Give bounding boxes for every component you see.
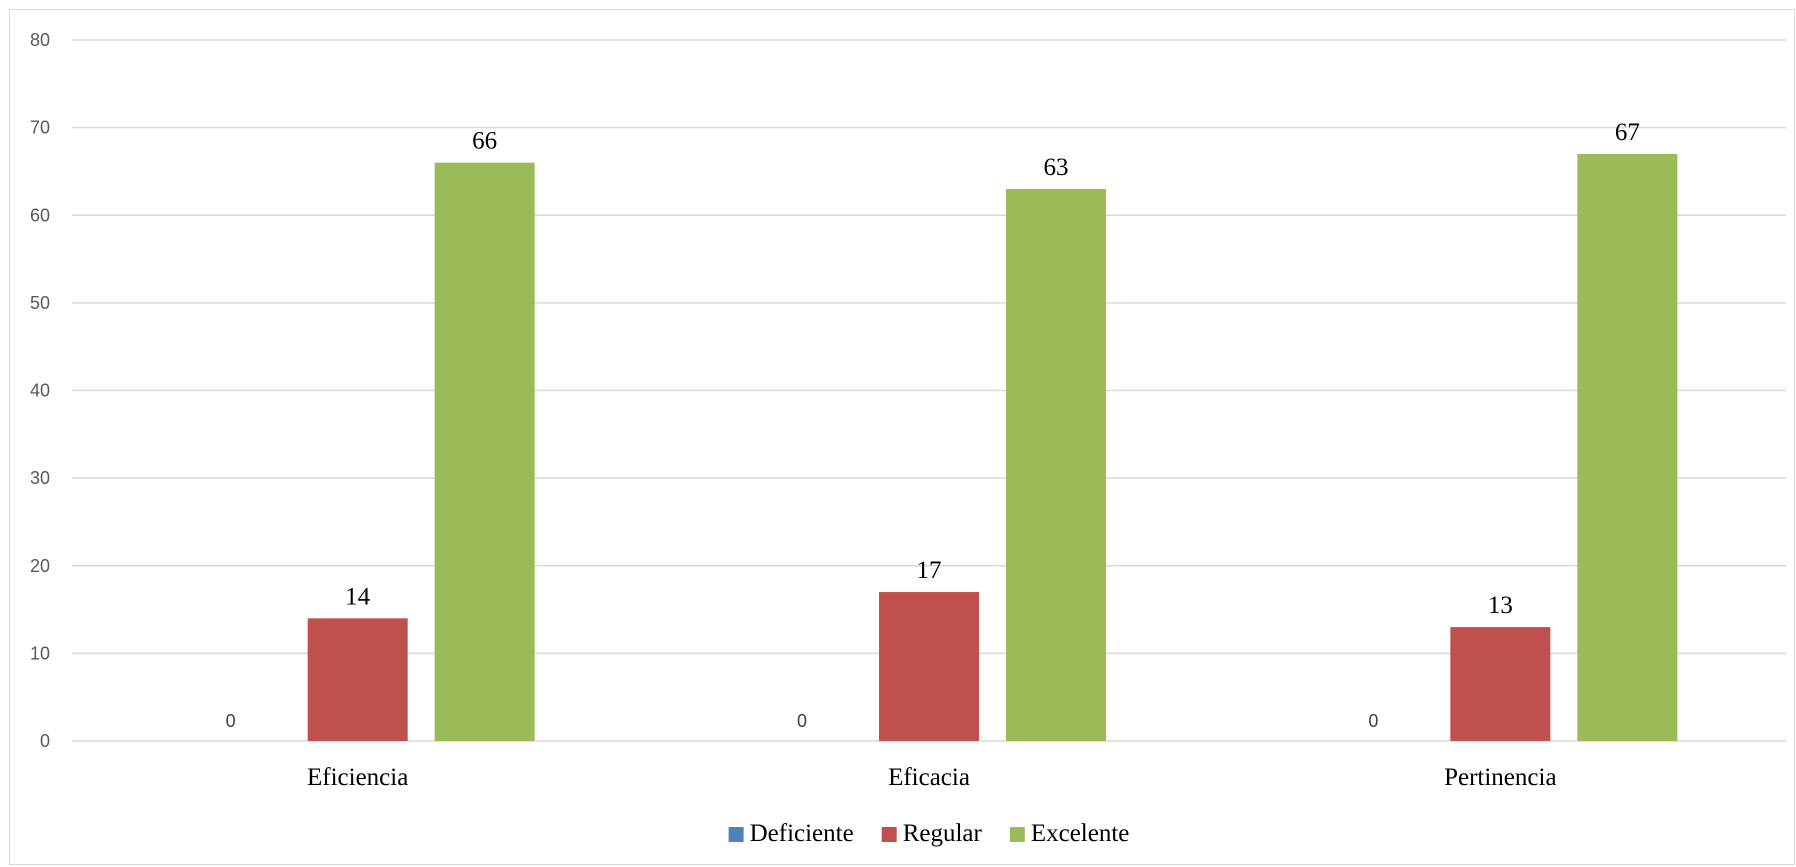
bar-excelente-pertinencia [1577, 153, 1678, 742]
data-label: 67 [1615, 119, 1640, 146]
y-tick-label: 10 [30, 643, 50, 663]
legend-swatch-deficiente [728, 827, 744, 842]
data-label: 14 [345, 583, 371, 610]
legend-swatch-excelente [1009, 827, 1025, 842]
legend-label: Excelente [1031, 820, 1130, 847]
y-tick-label: 80 [30, 30, 50, 50]
y-tick-label: 60 [30, 205, 50, 225]
y-tick-label: 70 [30, 118, 50, 138]
legend-label: Regular [903, 820, 983, 847]
bar-excelente-eficiencia [434, 162, 535, 742]
data-label: 0 [797, 711, 807, 731]
y-tick-label: 0 [40, 731, 50, 751]
data-label: 0 [226, 711, 236, 731]
bar-excelente-eficacia [1006, 188, 1106, 741]
x-tick-label: Eficacia [888, 764, 970, 791]
bar-regular-eficacia [879, 592, 979, 741]
x-tick-label: Pertinencia [1444, 764, 1556, 791]
legend-label: Deficiente [750, 820, 854, 847]
data-label: 0 [1368, 711, 1378, 731]
x-tick-label: Eficiencia [307, 764, 408, 791]
y-tick-label: 40 [30, 381, 50, 401]
legend-swatch-regular [881, 827, 897, 842]
y-tick-label: 20 [30, 556, 50, 576]
data-label: 66 [472, 128, 497, 155]
y-tick-label: 30 [30, 468, 50, 488]
bar-regular-pertinencia [1450, 627, 1551, 741]
y-tick-label: 50 [30, 293, 50, 313]
data-label: 13 [1488, 592, 1513, 619]
data-label: 63 [1044, 154, 1069, 181]
data-label: 17 [917, 557, 942, 584]
bar-regular-eficiencia [307, 618, 408, 741]
